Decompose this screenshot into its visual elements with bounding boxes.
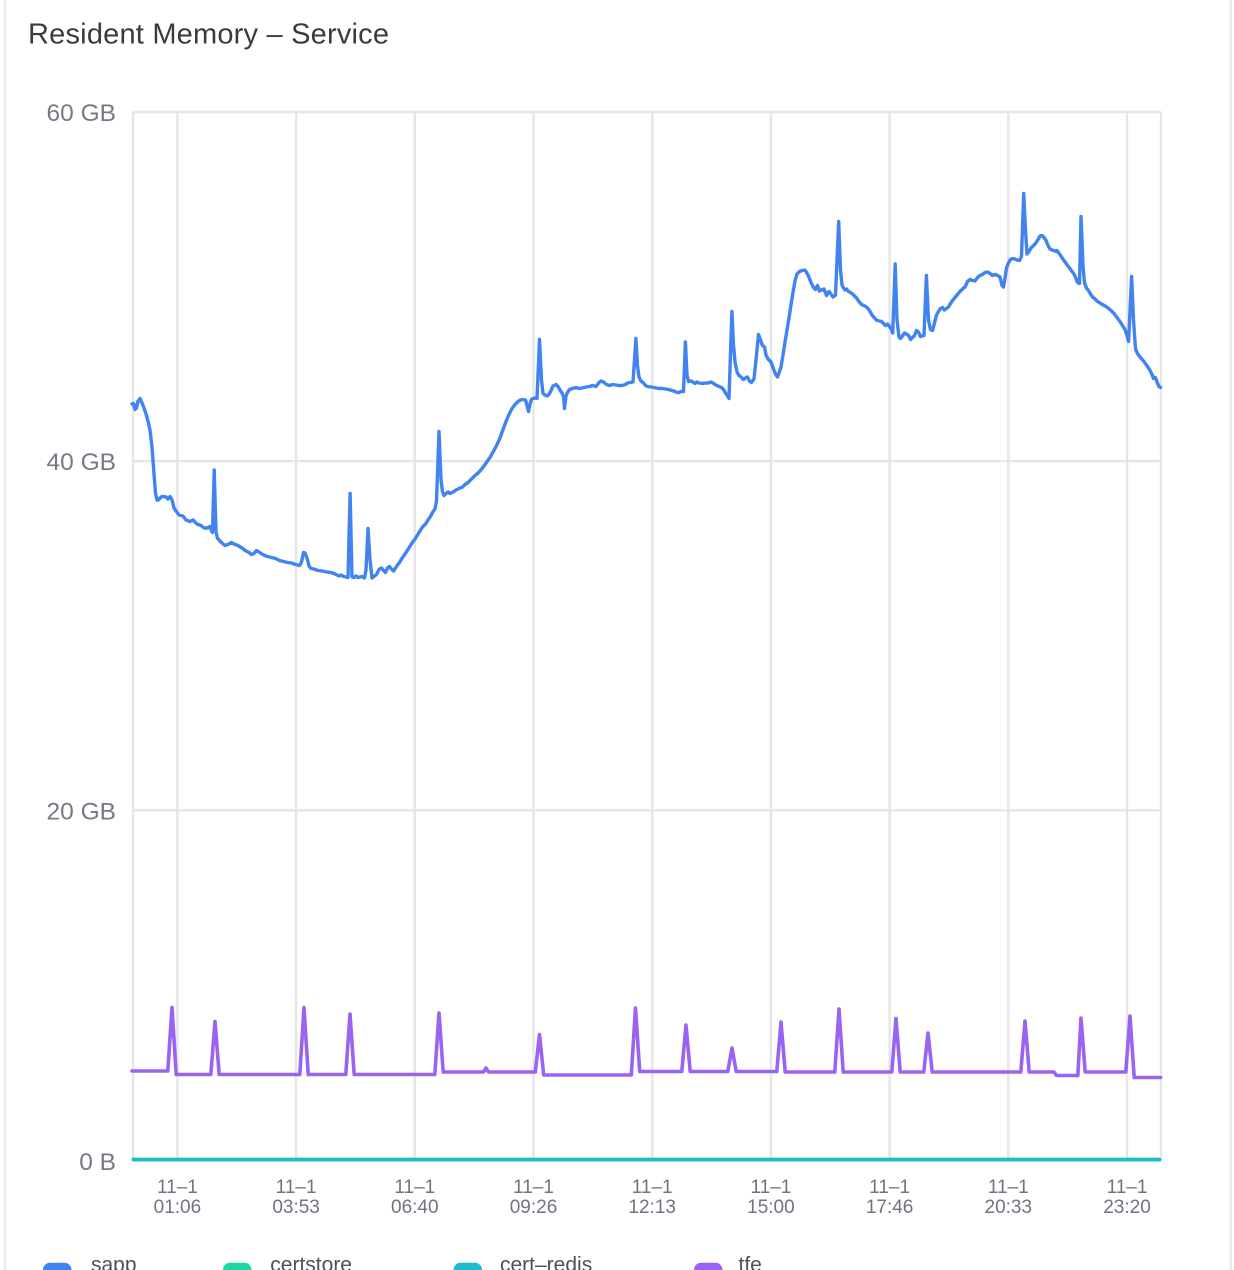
svg-text:11–1: 11–1: [632, 1177, 673, 1198]
svg-text:certstore: certstore: [270, 1254, 352, 1270]
svg-text:11–1: 11–1: [394, 1177, 435, 1198]
svg-text:11–1: 11–1: [513, 1177, 554, 1198]
svg-text:09:26: 09:26: [510, 1197, 558, 1218]
svg-text:01:06: 01:06: [154, 1197, 202, 1218]
svg-text:11–1: 11–1: [157, 1177, 198, 1198]
svg-text:11–1: 11–1: [988, 1177, 1029, 1198]
svg-text:23:20: 23:20: [1103, 1197, 1151, 1218]
svg-text:20:33: 20:33: [985, 1197, 1033, 1218]
svg-text:20 GB: 20 GB: [47, 798, 116, 825]
svg-text:sapp: sapp: [91, 1254, 137, 1270]
svg-text:06:40: 06:40: [391, 1197, 439, 1218]
svg-text:40 GB: 40 GB: [47, 449, 116, 476]
svg-text:11–1: 11–1: [276, 1177, 317, 1198]
svg-text:12:13: 12:13: [628, 1197, 676, 1218]
svg-text:0 B: 0 B: [79, 1149, 116, 1176]
svg-text:tfe: tfe: [739, 1254, 762, 1270]
svg-text:11–1: 11–1: [1107, 1177, 1148, 1198]
svg-text:cert–redis: cert–redis: [500, 1254, 592, 1270]
svg-text:Resident Memory – Service: Resident Memory – Service: [28, 19, 389, 51]
svg-text:11–1: 11–1: [869, 1177, 910, 1198]
svg-text:60 GB: 60 GB: [47, 100, 116, 127]
svg-text:15:00: 15:00: [747, 1197, 795, 1218]
svg-text:03:53: 03:53: [272, 1197, 320, 1218]
svg-text:17:46: 17:46: [866, 1197, 914, 1218]
svg-text:11–1: 11–1: [750, 1177, 791, 1198]
